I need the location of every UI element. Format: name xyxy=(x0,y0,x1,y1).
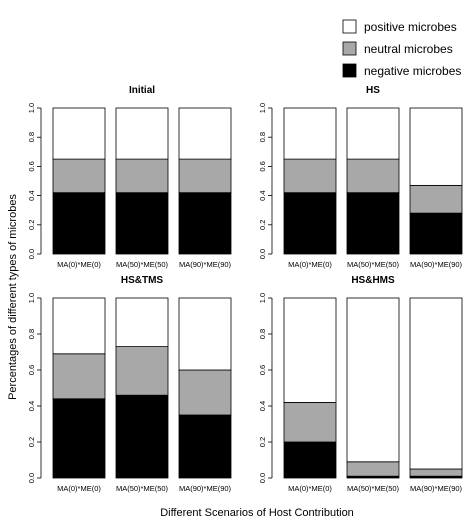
legend-swatch xyxy=(342,41,357,56)
x-category-label: MA(90)*ME(90) xyxy=(179,260,232,269)
y-tick-label: 0.6 xyxy=(27,161,36,171)
bar-segment-positive xyxy=(178,297,232,371)
bar-segment-negative xyxy=(52,398,106,479)
y-tick-label: 0.8 xyxy=(258,329,267,339)
bar-segment-positive xyxy=(409,107,463,186)
legend-entry: neutral microbes xyxy=(342,41,453,56)
chart-panel: HS 0.0 0.2 0.4 0.6 0.8 1.0 MA(0)*ME(0) MA(50)*ME… xyxy=(258,85,463,269)
bar-segment-neutral xyxy=(409,184,463,214)
x-category-label: MA(90)*ME(90) xyxy=(410,260,463,269)
y-tick-label: 0.8 xyxy=(258,132,267,142)
chart-panel: HS&HMS 0.0 0.2 0.4 0.6 0.8 1.0 MA(0)*ME(0) MA(50… xyxy=(258,275,463,493)
y-tick-label: 0.8 xyxy=(27,132,36,142)
bar-segment-negative xyxy=(52,192,106,255)
y-tick-label: 0.6 xyxy=(258,365,267,375)
legend: positive microbes neutral microbes negativ… xyxy=(342,19,461,78)
y-tick-label: 0.4 xyxy=(27,190,36,200)
bar-segment-positive xyxy=(346,107,400,160)
bar-segment-positive xyxy=(115,297,169,347)
panel-title: HS xyxy=(366,85,380,96)
bar-segment-positive xyxy=(52,107,106,160)
y-tick-label: 0.0 xyxy=(258,249,267,259)
x-category-label: MA(50)*ME(50) xyxy=(347,260,400,269)
x-category-label: MA(0)*ME(0) xyxy=(288,484,332,493)
bar-segment-negative xyxy=(115,394,169,479)
bar-segment-neutral xyxy=(409,468,463,477)
x-category-label: MA(0)*ME(0) xyxy=(57,484,101,493)
bar-segment-neutral xyxy=(346,158,400,194)
x-category-label: MA(50)*ME(50) xyxy=(347,484,400,493)
chart-panel: HS&TMS 0.0 0.2 0.4 0.6 0.8 1.0 MA(0)*ME(0) MA(50… xyxy=(27,275,232,493)
x-category-label: MA(0)*ME(0) xyxy=(57,260,101,269)
bar-segment-negative xyxy=(283,441,337,479)
y-tick-label: 0.4 xyxy=(27,401,36,411)
bar-segment-neutral xyxy=(115,158,169,194)
y-tick-label: 1.0 xyxy=(258,103,267,113)
bar-segment-positive xyxy=(283,297,337,403)
chart-panel: Initial 0.0 0.2 0.4 0.6 0.8 1.0 MA(0)*ME(0) MA(5… xyxy=(27,85,232,269)
y-tick-label: 0.0 xyxy=(27,473,36,483)
chart-panels: Initial 0.0 0.2 0.4 0.6 0.8 1.0 MA(0)*ME(0) MA(5… xyxy=(27,85,463,493)
y-axis-label: Percentages of different types of microb… xyxy=(7,194,19,400)
bar-segment-positive xyxy=(178,107,232,160)
x-category-label: MA(50)*ME(50) xyxy=(116,260,169,269)
x-axis-label: Different Scenarios of Host Contribution xyxy=(160,507,354,519)
x-category-label: MA(90)*ME(90) xyxy=(410,484,463,493)
y-tick-label: 0.4 xyxy=(258,401,267,411)
x-category-label: MA(50)*ME(50) xyxy=(116,484,169,493)
bar-segment-neutral xyxy=(52,158,106,194)
bar-segment-neutral xyxy=(115,346,169,396)
bar-segment-neutral xyxy=(52,353,106,400)
legend-label: neutral microbes xyxy=(364,42,453,56)
bar-segment-positive xyxy=(283,107,337,160)
y-tick-label: 0.2 xyxy=(27,220,36,230)
x-category-label: MA(0)*ME(0) xyxy=(288,260,332,269)
y-tick-label: 1.0 xyxy=(27,103,36,113)
y-tick-label: 0.6 xyxy=(27,365,36,375)
bar-segment-neutral xyxy=(178,369,232,416)
bar-segment-neutral xyxy=(346,461,400,477)
bar-segment-negative xyxy=(283,192,337,255)
bar-segment-neutral xyxy=(283,158,337,194)
y-tick-label: 0.2 xyxy=(258,437,267,447)
bar-segment-positive xyxy=(409,297,463,470)
legend-entry: positive microbes xyxy=(342,19,457,34)
y-tick-label: 0.2 xyxy=(258,220,267,230)
bar-segment-neutral xyxy=(178,158,232,194)
bar-segment-positive xyxy=(346,297,400,463)
panel-title: Initial xyxy=(129,85,155,96)
x-category-label: MA(90)*ME(90) xyxy=(179,484,232,493)
panel-title: HS&TMS xyxy=(121,275,164,286)
legend-entry: negative microbes xyxy=(342,63,461,78)
y-tick-label: 1.0 xyxy=(27,293,36,303)
bar-segment-positive xyxy=(52,297,106,355)
y-tick-label: 0.4 xyxy=(258,190,267,200)
bar-segment-neutral xyxy=(283,401,337,443)
y-tick-label: 0.8 xyxy=(27,329,36,339)
y-tick-label: 0.6 xyxy=(258,161,267,171)
y-tick-label: 0.2 xyxy=(27,437,36,447)
y-tick-label: 1.0 xyxy=(258,293,267,303)
bar-segment-negative xyxy=(409,212,463,255)
bar-segment-negative xyxy=(178,414,232,479)
panel-title: HS&HMS xyxy=(351,275,395,286)
bar-segment-positive xyxy=(115,107,169,160)
legend-swatch xyxy=(342,19,357,34)
bar-segment-negative xyxy=(178,192,232,255)
legend-label: positive microbes xyxy=(364,20,457,34)
bar-segment-negative xyxy=(346,192,400,255)
y-tick-label: 0.0 xyxy=(258,473,267,483)
legend-swatch xyxy=(342,63,357,78)
legend-label: negative microbes xyxy=(364,64,461,78)
bar-segment-negative xyxy=(115,192,169,255)
y-tick-label: 0.0 xyxy=(27,249,36,259)
